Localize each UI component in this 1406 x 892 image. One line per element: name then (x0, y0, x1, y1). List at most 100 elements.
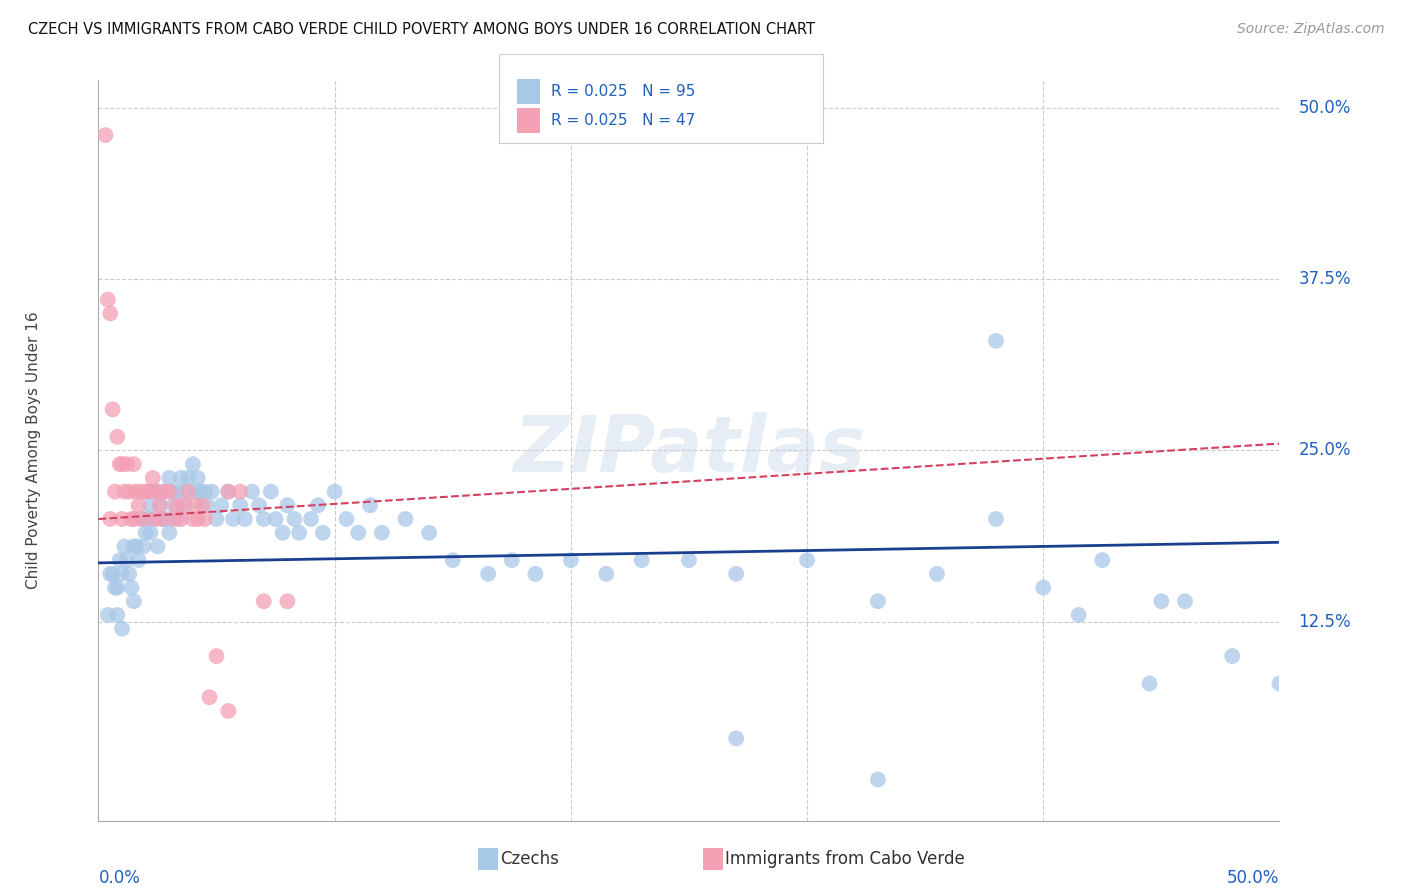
Point (205, 512, 228, 526)
Point (163, 498, 186, 512)
Point (149, 498, 172, 512)
Point (323, 484, 346, 499)
Point (371, 525, 394, 540)
Point (796, 553, 818, 567)
Point (184, 498, 207, 512)
Point (122, 540, 145, 554)
Point (157, 471, 180, 485)
Point (205, 649, 228, 664)
Point (194, 512, 217, 526)
Point (1150, 594, 1173, 608)
Point (94, 128, 117, 142)
Text: 50.0%: 50.0% (1298, 99, 1351, 117)
Point (477, 566, 499, 581)
Point (146, 484, 169, 499)
Point (359, 498, 381, 512)
Point (1268, 676, 1291, 690)
Point (112, 484, 135, 499)
Point (260, 484, 283, 499)
Point (418, 525, 440, 540)
Point (139, 525, 162, 540)
Point (307, 498, 329, 512)
Point (143, 512, 166, 526)
Point (105, 581, 128, 595)
Point (725, 566, 748, 581)
Point (98, 566, 121, 581)
Point (97, 607, 120, 622)
Point (233, 512, 256, 526)
Point (1067, 607, 1090, 622)
Point (181, 457, 204, 471)
Point (139, 484, 162, 499)
Point (1174, 594, 1197, 608)
Point (198, 690, 221, 705)
Text: R = 0.025   N = 95: R = 0.025 N = 95 (551, 84, 696, 99)
Point (187, 512, 209, 526)
Point (160, 484, 183, 499)
Point (121, 512, 143, 526)
Point (111, 457, 134, 471)
Point (194, 484, 217, 499)
Point (157, 484, 180, 499)
Point (143, 512, 166, 526)
Point (132, 512, 155, 526)
Point (524, 566, 547, 581)
Point (1032, 581, 1054, 595)
Point (335, 512, 357, 526)
Point (984, 334, 1007, 348)
Point (108, 457, 131, 471)
Point (170, 471, 193, 485)
Point (98, 512, 121, 526)
Point (247, 498, 270, 512)
Point (122, 457, 145, 471)
Text: Immigrants from Cabo Verde: Immigrants from Cabo Verde (725, 850, 966, 868)
Point (725, 731, 748, 746)
Point (1091, 553, 1114, 567)
Point (142, 484, 165, 499)
Point (271, 525, 294, 540)
Point (188, 484, 211, 499)
Point (111, 566, 134, 581)
Point (181, 512, 204, 526)
Point (129, 484, 152, 499)
Point (209, 498, 232, 512)
Point (128, 498, 150, 512)
Point (118, 484, 141, 499)
Point (984, 512, 1007, 526)
Text: 25.0%: 25.0% (1298, 442, 1351, 459)
Point (122, 594, 145, 608)
Text: Source: ZipAtlas.com: Source: ZipAtlas.com (1237, 22, 1385, 37)
Text: Child Poverty Among Boys Under 16: Child Poverty Among Boys Under 16 (25, 311, 41, 590)
Point (129, 512, 152, 526)
Point (217, 484, 239, 499)
Point (149, 498, 172, 512)
Point (125, 484, 148, 499)
Point (172, 484, 194, 499)
Point (112, 540, 135, 554)
Point (132, 540, 155, 554)
Text: 12.5%: 12.5% (1298, 613, 1351, 631)
Text: 50.0%: 50.0% (1227, 869, 1279, 887)
Point (153, 484, 176, 499)
Point (501, 553, 523, 567)
Point (217, 704, 239, 718)
Point (150, 512, 173, 526)
Point (108, 553, 131, 567)
Point (122, 512, 145, 526)
Point (128, 553, 150, 567)
Point (101, 566, 124, 581)
Point (156, 512, 179, 526)
Point (105, 430, 128, 444)
Point (394, 512, 416, 526)
Point (229, 498, 252, 512)
Point (136, 512, 159, 526)
Point (135, 525, 157, 540)
Point (253, 512, 276, 526)
Point (177, 471, 200, 485)
Point (222, 512, 245, 526)
Point (136, 484, 159, 499)
Point (177, 484, 200, 499)
Point (139, 498, 162, 512)
Point (441, 553, 464, 567)
Point (866, 594, 889, 608)
